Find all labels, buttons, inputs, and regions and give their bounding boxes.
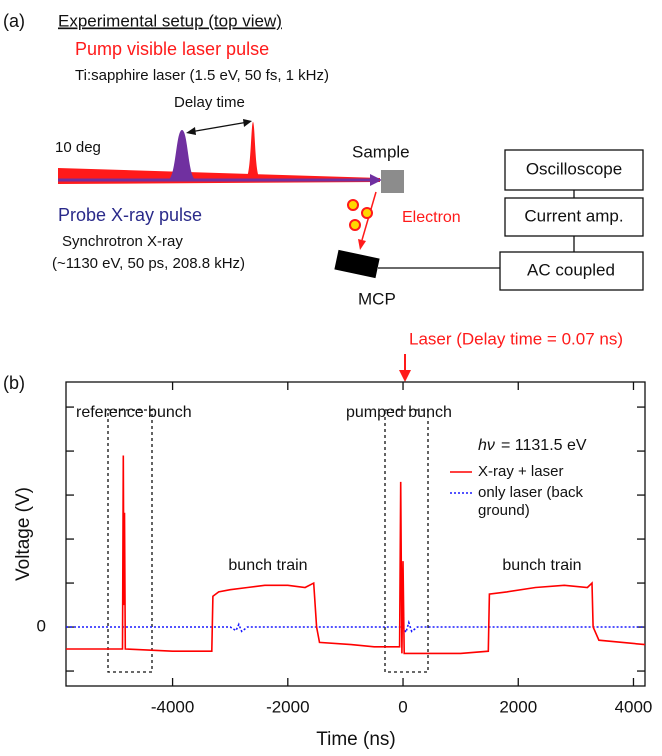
setup-title: Experimental setup (top view) [58,11,282,30]
electron [361,207,373,219]
plot-frame [65,381,646,687]
arrow-head [358,239,366,250]
sample [381,170,404,193]
legend-label: only laser (back ground) [478,484,584,519]
x-tick-label: 0 [398,697,407,716]
y-tick-label: 0 [37,617,46,636]
x-tick-label: 4000 [615,697,653,716]
electron [349,219,361,231]
box-label: AC coupled [527,260,615,279]
x-tick-label: 2000 [499,697,537,716]
arrow-head [186,127,196,135]
device-box [499,251,644,291]
annotation: bunch train [228,557,307,574]
x-tick-label: -2000 [266,697,309,716]
probe-title: Probe X-ray pulse [58,205,202,225]
pump-pulse [246,122,260,178]
y-axis-label: Voltage (V) [13,487,34,581]
data-line [66,455,646,655]
probe-pulse [168,130,196,180]
probe-detail: (~1130 eV, 50 ps, 208.8 kHz) [52,255,245,272]
delay-arrow [189,121,249,133]
annotation: pumped bunch [346,404,452,421]
box-label: Oscilloscope [526,159,622,178]
pump-beam [58,168,380,184]
panel-label: (b) [3,373,25,393]
reference-box [107,409,153,673]
electron [347,199,359,211]
pumped-box [384,409,429,673]
pump-title: Pump visible laser pulse [75,39,269,59]
data-line [66,619,645,635]
arrow-head [243,119,252,127]
laser-annotation: Laser (Delay time = 0.07 ns) [409,329,623,348]
arrow-head [370,174,382,186]
electron-label: Electron [402,209,461,226]
mcp-label: MCP [358,289,396,308]
x-axis-label: Time (ns) [316,729,396,750]
pump-detail: Ti:sapphire laser (1.5 eV, 50 fs, 1 kHz) [75,67,329,84]
box-label: Current amp. [524,206,623,225]
angle-label: 10 deg [55,139,101,156]
x-tick-label: -4000 [151,697,194,716]
hv-text: = 1131.5 eV [501,437,587,454]
arrow-head [399,370,411,382]
hv-symbol: hν [478,437,495,454]
delay-label: Delay time [174,94,245,111]
annotation: reference bunch [76,404,192,421]
legend-label: X-ray + laser [478,463,563,480]
panel-label: (a) [3,11,25,31]
annotation: bunch train [502,557,581,574]
sample-label: Sample [352,142,410,161]
mcp [334,249,380,279]
probe-detail: Synchrotron X-ray [62,233,183,250]
